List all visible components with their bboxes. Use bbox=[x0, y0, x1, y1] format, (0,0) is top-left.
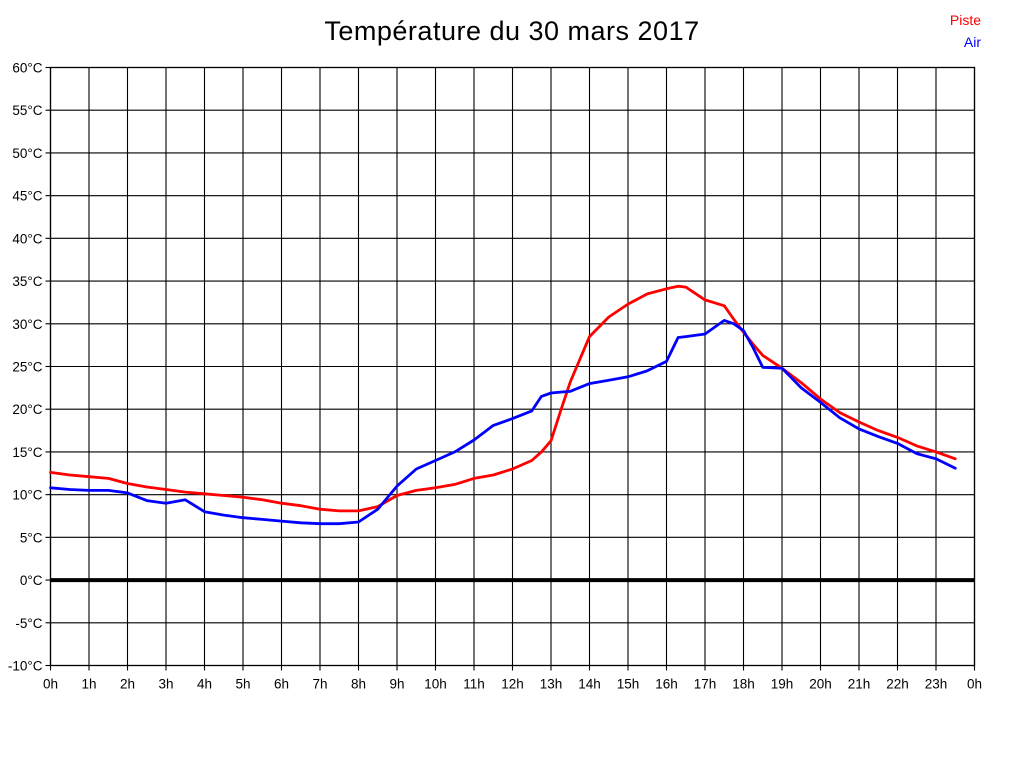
y-tick-label: 30°C bbox=[12, 317, 42, 332]
x-tick-label: 17h bbox=[694, 677, 717, 692]
y-tick-label: 50°C bbox=[12, 146, 42, 161]
y-tick-label: 55°C bbox=[12, 103, 42, 118]
x-tick-label: 2h bbox=[120, 677, 135, 692]
x-tick-label: 20h bbox=[809, 677, 832, 692]
y-tick-label: 0°C bbox=[20, 573, 43, 588]
x-tick-label: 19h bbox=[771, 677, 794, 692]
y-tick-label: 40°C bbox=[12, 231, 42, 246]
plot-frame bbox=[49, 66, 976, 667]
y-tick-label: 35°C bbox=[12, 274, 42, 289]
air-series-line bbox=[49, 318, 957, 526]
y-tick-label: -5°C bbox=[15, 616, 42, 631]
x-tick-label: 16h bbox=[655, 677, 678, 692]
y-tick-label: 10°C bbox=[12, 488, 42, 503]
y-tick-label: 25°C bbox=[12, 360, 42, 375]
x-tick-label: 7h bbox=[312, 677, 327, 692]
y-tick-label: 20°C bbox=[12, 402, 42, 417]
x-tick-label: 10h bbox=[424, 677, 447, 692]
x-tick-label: 6h bbox=[274, 677, 289, 692]
x-tick-label: 12h bbox=[501, 677, 524, 692]
x-tick-label: 3h bbox=[158, 677, 173, 692]
x-tick-label: 13h bbox=[540, 677, 563, 692]
chart-title: Température du 30 mars 2017 bbox=[324, 16, 700, 46]
legend-item-piste: Piste bbox=[949, 12, 981, 28]
x-tick-label: 5h bbox=[235, 677, 250, 692]
y-tick-label: 45°C bbox=[12, 189, 42, 204]
x-tick-label: 21h bbox=[848, 677, 871, 692]
piste-series-line bbox=[49, 284, 957, 513]
x-tick-label: 15h bbox=[617, 677, 640, 692]
y-tick-label: -10°C bbox=[8, 659, 43, 674]
x-tick-label: 8h bbox=[351, 677, 366, 692]
y-tick-label: 60°C bbox=[12, 61, 42, 76]
x-tick-label: 1h bbox=[81, 677, 96, 692]
y-tick-label: 15°C bbox=[12, 445, 42, 460]
x-tick-label: 9h bbox=[389, 677, 404, 692]
legend-item-air: Air bbox=[963, 34, 981, 50]
x-tick-label: 4h bbox=[197, 677, 212, 692]
x-tick-label: 11h bbox=[463, 677, 485, 692]
y-tick-label: 5°C bbox=[20, 530, 43, 545]
x-tick-label: 14h bbox=[578, 677, 601, 692]
x-tick-label: 0h bbox=[43, 677, 58, 692]
x-tick-label: 0h bbox=[967, 677, 982, 692]
chart-legend: Piste Air bbox=[950, 11, 981, 51]
x-tick-label: 18h bbox=[732, 677, 755, 692]
x-tick-label: 22h bbox=[886, 677, 909, 692]
x-tick-label: 23h bbox=[925, 677, 948, 692]
